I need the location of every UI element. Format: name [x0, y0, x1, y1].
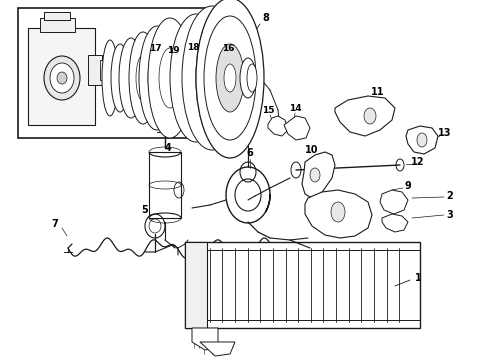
- Ellipse shape: [196, 0, 264, 158]
- Text: 14: 14: [289, 104, 301, 113]
- Bar: [40, 18, 75, 32]
- Ellipse shape: [204, 16, 256, 140]
- Polygon shape: [302, 152, 335, 198]
- Polygon shape: [335, 96, 395, 136]
- Text: 18: 18: [187, 42, 199, 51]
- Text: 10: 10: [305, 145, 319, 155]
- Bar: [185, 242, 420, 328]
- Bar: [88, 55, 102, 85]
- Text: 3: 3: [446, 210, 453, 220]
- Ellipse shape: [216, 44, 244, 112]
- Text: 1: 1: [415, 273, 421, 283]
- Bar: [44, 12, 70, 20]
- Text: 11: 11: [371, 87, 385, 97]
- Text: 2: 2: [446, 191, 453, 201]
- Text: 13: 13: [438, 128, 452, 138]
- Ellipse shape: [196, 2, 260, 154]
- Ellipse shape: [44, 56, 80, 100]
- Text: 6: 6: [246, 148, 253, 158]
- Ellipse shape: [148, 18, 192, 138]
- Text: 15: 15: [262, 105, 274, 114]
- Polygon shape: [192, 328, 218, 350]
- Ellipse shape: [240, 58, 256, 98]
- Bar: [149, 152, 181, 218]
- Text: 16: 16: [222, 44, 234, 53]
- Text: 4: 4: [165, 143, 172, 153]
- Ellipse shape: [175, 42, 195, 114]
- Bar: [185, 242, 207, 328]
- Ellipse shape: [139, 26, 175, 130]
- Ellipse shape: [310, 168, 320, 182]
- Polygon shape: [406, 126, 438, 154]
- Polygon shape: [380, 190, 408, 214]
- Polygon shape: [268, 116, 288, 136]
- Ellipse shape: [197, 42, 227, 114]
- Text: 5: 5: [142, 205, 148, 215]
- Ellipse shape: [159, 48, 181, 108]
- Ellipse shape: [417, 133, 427, 147]
- Ellipse shape: [136, 55, 150, 101]
- Text: 8: 8: [263, 13, 270, 23]
- Ellipse shape: [102, 40, 118, 116]
- Text: 17: 17: [148, 44, 161, 53]
- Ellipse shape: [170, 14, 222, 142]
- Text: 7: 7: [51, 219, 58, 229]
- Ellipse shape: [182, 6, 242, 150]
- Ellipse shape: [224, 64, 236, 92]
- Ellipse shape: [247, 64, 257, 92]
- Text: 12: 12: [411, 157, 425, 167]
- Polygon shape: [200, 342, 235, 356]
- Ellipse shape: [57, 72, 67, 84]
- Bar: [100, 60, 108, 80]
- Polygon shape: [28, 28, 95, 125]
- Ellipse shape: [331, 202, 345, 222]
- Ellipse shape: [129, 32, 157, 124]
- Polygon shape: [305, 190, 372, 238]
- Polygon shape: [382, 214, 408, 232]
- Text: 19: 19: [167, 45, 179, 54]
- Ellipse shape: [111, 44, 129, 112]
- Bar: [18, 8, 238, 138]
- Ellipse shape: [148, 52, 166, 104]
- Text: 9: 9: [405, 181, 412, 191]
- Ellipse shape: [212, 40, 244, 116]
- Ellipse shape: [119, 38, 143, 118]
- Ellipse shape: [364, 108, 376, 124]
- Polygon shape: [284, 116, 310, 140]
- Ellipse shape: [183, 46, 209, 110]
- Ellipse shape: [50, 63, 74, 93]
